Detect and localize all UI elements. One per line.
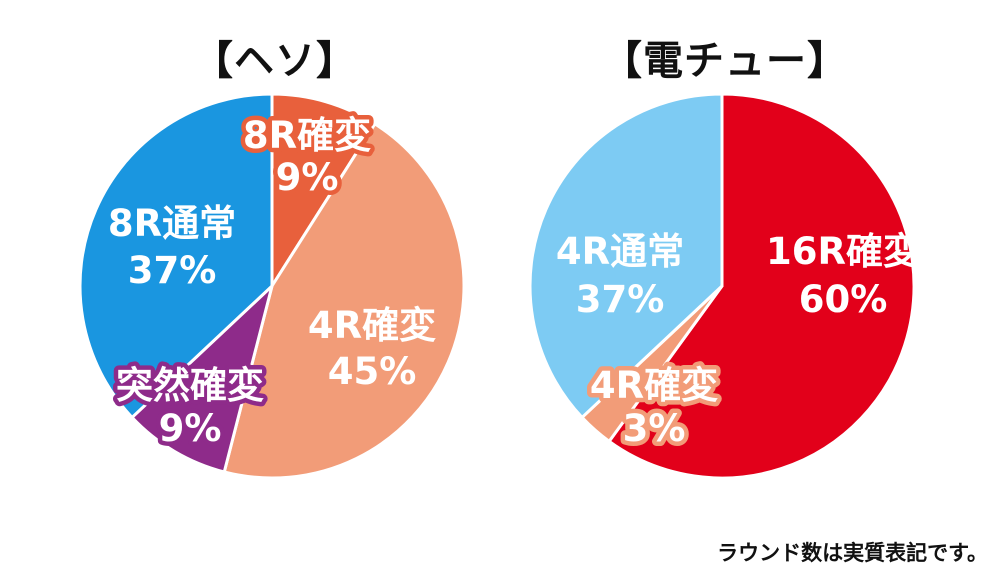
slice-label-1-2: 4R通常 bbox=[556, 230, 684, 273]
footnote: ラウンド数は実質表記です。 bbox=[717, 541, 988, 565]
slice-value-0-3: 37% bbox=[128, 249, 217, 292]
chart-title-heso: 【ヘソ】 bbox=[193, 38, 357, 84]
slice-value-1-2: 37% bbox=[576, 278, 665, 321]
pie-slice-1-2 bbox=[528, 92, 724, 419]
slice-label-0-3: 8R通常 bbox=[108, 202, 236, 245]
slice-label-1-0: 16R確変 bbox=[766, 230, 920, 273]
slice-value-0-1: 45% bbox=[328, 350, 417, 393]
slice-value-0-0: 9% bbox=[276, 156, 339, 199]
pie-slice-0-2 bbox=[130, 284, 274, 474]
pie-slice-1-0 bbox=[607, 92, 916, 480]
slice-value-1-0: 60% bbox=[799, 278, 888, 321]
slice-label-0-0: 8R確変 bbox=[243, 114, 371, 157]
slice-label-0-1: 4R確変 bbox=[308, 304, 436, 347]
slice-value-1-1: 3% bbox=[623, 407, 686, 450]
slice-label-1-1: 4R確変 bbox=[590, 364, 718, 407]
slice-label-0-2: 突然確変 bbox=[116, 364, 264, 407]
pie-slice-0-1 bbox=[222, 122, 466, 480]
chart-title-denchu: 【電チュー】 bbox=[602, 38, 848, 84]
slice-value-0-2: 9% bbox=[159, 407, 222, 450]
pie-slice-0-0 bbox=[270, 92, 377, 288]
pie-slice-0-3 bbox=[78, 92, 274, 419]
